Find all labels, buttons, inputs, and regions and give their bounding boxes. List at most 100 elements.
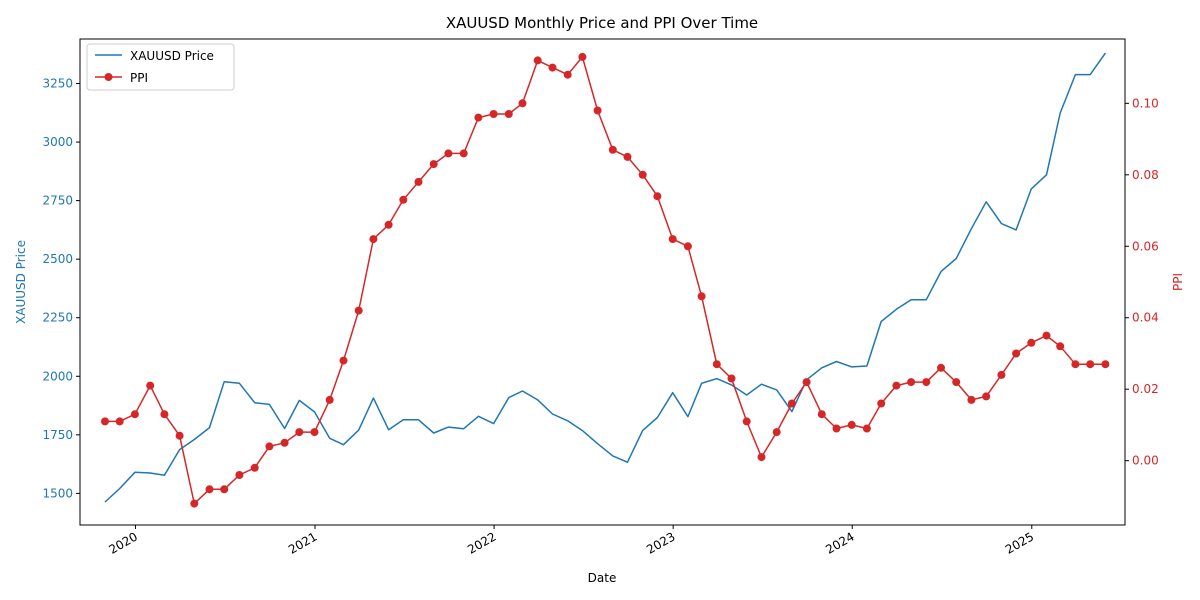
ppi-point [1042,331,1051,340]
ppi-point [250,463,259,472]
ppi-point [907,378,916,387]
ppi-point [593,106,602,115]
chart-title: XAUUSD Monthly Price and PPI Over Time [446,14,758,32]
ppi-point [310,428,319,437]
ppi-point [1012,349,1021,358]
ppi-point [742,417,751,426]
price-line [104,52,1107,503]
ppi-point [787,399,796,408]
y-left-tick-label: 2250 [42,311,73,325]
ppi-point [578,52,587,61]
x-tick-label: 2024 [823,529,856,556]
ppi-point [727,374,736,383]
ppi-point [832,424,841,433]
ppi-point [280,438,289,447]
ppi-point [1027,338,1036,347]
ppi-point [295,428,304,437]
ppi-point [862,424,871,433]
ppi-point [489,110,498,118]
x-tick-label: 2022 [465,529,498,556]
ppi-point [638,170,647,179]
legend-price-label: XAUUSD Price [130,49,214,63]
ppi-point [160,410,169,419]
y-right-tick-label: 0.10 [1132,96,1159,110]
ppi-point [444,149,453,158]
ppi-point [757,453,766,462]
ppi-point [1056,342,1065,351]
legend-box [86,43,235,91]
ppi-point [982,392,991,401]
ppi-point [712,360,721,369]
ppi-point [1071,360,1080,369]
ppi-point [1101,360,1110,369]
y-right-axis-label: PPI [1171,273,1185,291]
x-tick-label: 2020 [106,529,139,556]
ppi-point [952,378,961,387]
ppi-point [697,292,706,301]
x-axis-ticks: 2020 2021 2022 2023 2024 2025 [106,525,1036,557]
y-left-tick-label: 3000 [42,135,73,149]
legend: XAUUSD Price PPI [86,43,235,91]
legend-ppi-marker [104,73,113,81]
ppi-point [205,485,214,494]
y-right-tick-label: 0.08 [1132,168,1159,182]
x-axis-label: Date [588,571,617,585]
ppi-point [877,399,886,408]
x-tick-label: 2021 [286,529,319,556]
ppi-point [668,235,677,244]
x-tick-label: 2023 [644,529,677,556]
ppi-point [504,110,513,118]
legend-ppi-label: PPI [130,71,148,85]
ppi-point [474,113,483,122]
ppi-point [235,471,244,479]
ppi-point [1086,360,1095,369]
ppi-point [518,99,527,108]
ppi-point [623,152,632,161]
ppi-point [190,499,199,508]
ppi-line [105,56,1106,505]
y-left-tick-label: 1750 [42,428,73,442]
ppi-point [325,395,334,404]
ppi-point [653,192,662,201]
ppi-point [399,195,408,204]
y-right-tick-label: 0.04 [1132,311,1159,325]
ppi-point [130,410,139,419]
ppi-point [548,63,557,72]
y-right-tick-label: 0.02 [1132,382,1159,396]
ppi-point [967,395,976,404]
plot-frame [79,38,1126,526]
ppi-point [533,56,542,65]
ppi-point [608,145,617,154]
ppi-point [414,177,423,186]
ppi-point [937,363,945,372]
y-left-tick-label: 2000 [42,369,73,383]
ppi-point [429,160,438,169]
ppi-point [101,417,109,426]
ppi-point [265,442,274,451]
ppi-point [802,378,811,387]
ppi-point [997,370,1006,379]
ppi-point [922,378,931,387]
ppi-point [772,428,781,437]
y-right-axis-ticks: 0.00 0.02 0.04 0.06 0.08 0.10 [1125,96,1159,468]
ppi-point [146,381,155,390]
ppi-point [220,485,229,494]
y-left-tick-label: 2500 [42,252,73,266]
y-right-tick-label: 0.00 [1132,454,1159,468]
x-tick-label: 2025 [1003,529,1036,556]
ppi-point [384,220,393,229]
series-layer [101,52,1110,508]
y-left-axis-label: XAUUSD Price [14,240,28,324]
ppi-point [847,420,856,429]
ppi-point [459,149,468,158]
y-left-tick-label: 2750 [42,194,73,208]
y-left-tick-label: 1500 [42,486,73,500]
ppi-point [354,306,363,315]
ppi-point [115,417,124,426]
ppi-point [892,381,901,390]
ppi-point [683,242,692,251]
y-right-tick-label: 0.06 [1132,239,1159,253]
y-left-axis-ticks: 1500 1750 2000 2250 2500 2750 3000 3250 [42,77,80,500]
ppi-point [339,356,348,365]
